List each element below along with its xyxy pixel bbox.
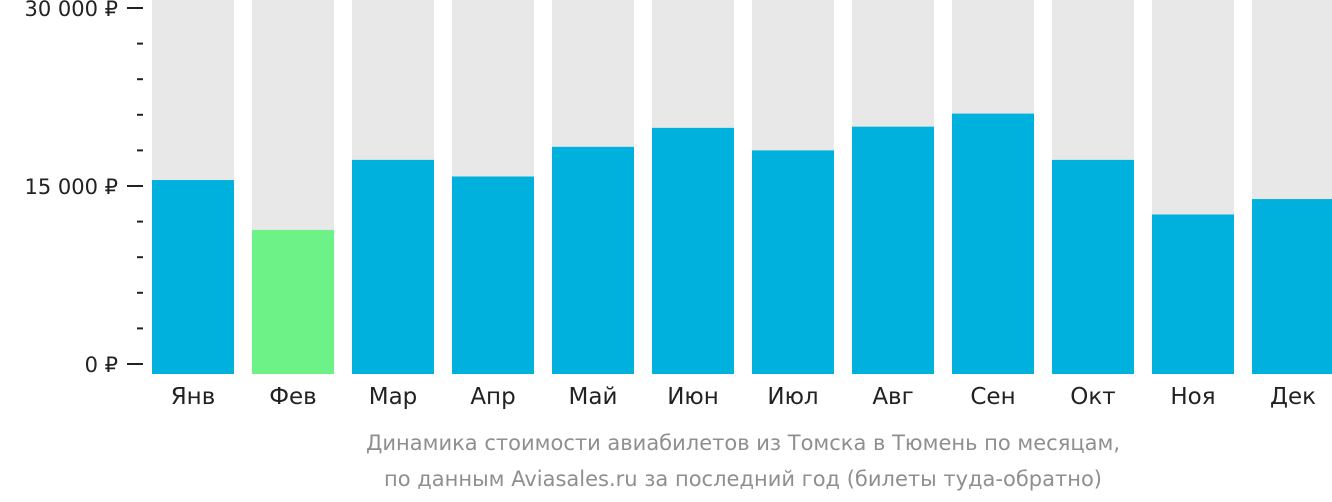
x-tick-label: Янв: [171, 384, 216, 410]
price-bar-chart: 0 ₽ 15 000 ₽ 30 000 ₽ Янв Фев Мар Апр Май Июн Ию…: [24, 0, 1332, 410]
x-tick-label: Мар: [369, 384, 418, 410]
x-tick-label: Окт: [1070, 384, 1115, 410]
bar[interactable]: [1152, 214, 1234, 374]
y-tick-label: 30 000 ₽: [24, 0, 118, 21]
bar[interactable]: [852, 126, 934, 375]
bar[interactable]: [252, 229, 334, 374]
x-tick-label: Апр: [470, 384, 515, 410]
y-axis: 0 ₽ 15 000 ₽ 30 000 ₽: [24, 0, 143, 377]
x-tick-label: Авг: [872, 384, 913, 410]
bar[interactable]: [952, 113, 1034, 374]
chart-caption-line-2: по данным Aviasales.ru за последний год …: [384, 467, 1102, 491]
bar[interactable]: [1252, 199, 1332, 374]
chart-caption-line-1: Динамика стоимости авиабилетов из Томска…: [365, 431, 1121, 455]
x-tick-label: Июл: [767, 384, 818, 410]
x-tick-label: Дек: [1270, 384, 1316, 410]
bar[interactable]: [652, 127, 734, 374]
x-tick-label: Июн: [667, 384, 719, 410]
x-tick-label: Ноя: [1170, 384, 1215, 410]
bar[interactable]: [452, 176, 534, 374]
bar[interactable]: [552, 146, 634, 374]
x-axis: Янв Фев Мар Апр Май Июн Июл Авг Сен Окт Ноя Дек: [171, 384, 1316, 410]
x-tick-label: Май: [569, 384, 618, 410]
bar[interactable]: [152, 180, 234, 374]
y-tick-label: 15 000 ₽: [24, 175, 118, 199]
x-tick-label: Фев: [269, 384, 317, 410]
y-tick-label: 0 ₽: [85, 353, 118, 377]
bars: [152, 0, 1332, 375]
bar[interactable]: [1052, 159, 1134, 374]
bar[interactable]: [352, 159, 434, 374]
x-tick-label: Сен: [970, 384, 1015, 410]
bar[interactable]: [752, 150, 834, 374]
